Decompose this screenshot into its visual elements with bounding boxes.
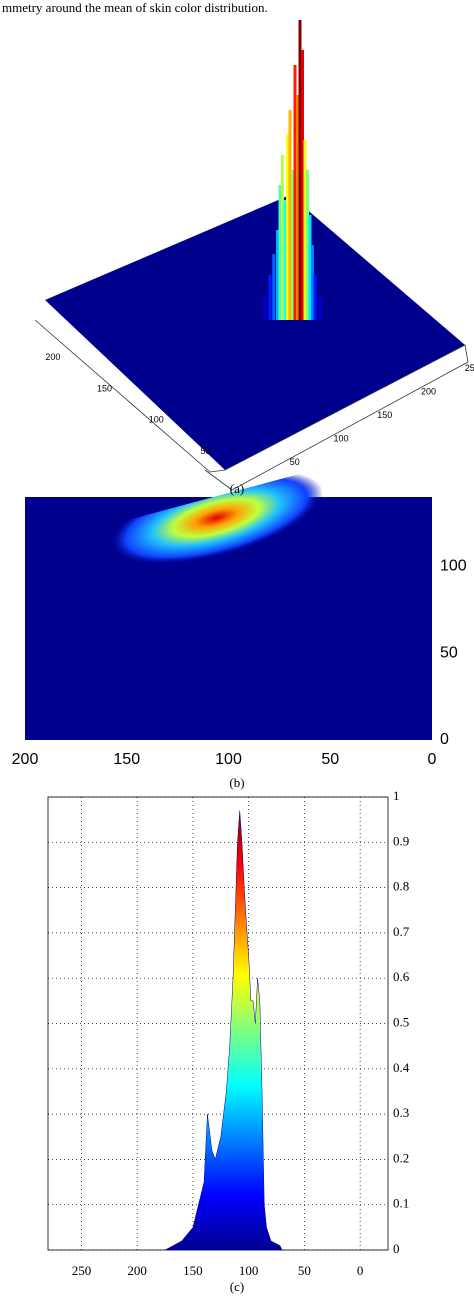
axis-frame bbox=[34, 319, 469, 491]
x-tick-label: 250 bbox=[72, 1263, 92, 1278]
surface-plane bbox=[45, 195, 465, 470]
y-tick-label: 100 bbox=[440, 558, 467, 575]
y-tick-label: 1 bbox=[393, 788, 400, 803]
panel-b: 200 150 100 50 00 50 100 bbox=[12, 471, 467, 768]
panel-label: (c) bbox=[230, 1279, 244, 1294]
y-tick-label: 0.5 bbox=[393, 1014, 409, 1029]
x-tick-label: 50 bbox=[290, 457, 300, 467]
y-tick-label: 50 bbox=[200, 446, 210, 456]
x-tick-label: 100 bbox=[239, 1263, 259, 1278]
y-tick-label: 0.4 bbox=[393, 1060, 410, 1075]
caption-text: mmetry around the mean of skin color dis… bbox=[2, 0, 268, 15]
panel-c: 250 200 150 100 50 0 0 0.1 0.2 0.3 0.4 0.5 0.6 0.7 0.8… bbox=[47, 788, 410, 1278]
x-tick-label: 200 bbox=[12, 751, 39, 768]
distribution-area bbox=[164, 810, 283, 1251]
x-tick-label: 150 bbox=[183, 1263, 203, 1278]
x-tick-label: 150 bbox=[113, 751, 140, 768]
y-tick-label: 0.6 bbox=[393, 969, 410, 984]
panel-label: (a) bbox=[230, 481, 244, 496]
x-tick-label: 200 bbox=[421, 386, 436, 396]
y-tick-label: 200 bbox=[45, 352, 60, 362]
x-tick-label: 100 bbox=[334, 433, 349, 443]
panel-a: 50 100 150 200 250 50 100 150 200 bbox=[34, 20, 474, 491]
y-tick-label: 0 bbox=[393, 1241, 400, 1256]
y-tick-label: 0.1 bbox=[393, 1196, 409, 1211]
y-tick-label: 0.2 bbox=[393, 1150, 409, 1165]
x-tick-label: 250 bbox=[465, 363, 474, 373]
x-tick-label: 100 bbox=[215, 751, 242, 768]
x-tick-label: 0 bbox=[428, 751, 437, 768]
x-tick-label: 150 bbox=[377, 410, 392, 420]
y-tick-label: 150 bbox=[97, 383, 112, 393]
y-tick-label: 100 bbox=[149, 415, 164, 425]
y-tick-label: 0.7 bbox=[393, 924, 410, 939]
y-tick-label: 0.8 bbox=[393, 879, 409, 894]
y-tick-label: 50 bbox=[440, 644, 458, 661]
y-tick-label: 0.9 bbox=[393, 833, 409, 848]
x-tick-label: 200 bbox=[127, 1263, 147, 1278]
density-blob bbox=[109, 471, 323, 565]
y-tick-label: 0 bbox=[440, 731, 449, 748]
y-tick-label: 0.3 bbox=[393, 1105, 409, 1120]
panel-label: (b) bbox=[229, 775, 244, 790]
x-tick-label: 50 bbox=[298, 1263, 311, 1278]
x-tick-label: 50 bbox=[321, 751, 339, 768]
x-tick-label: 0 bbox=[357, 1263, 364, 1278]
